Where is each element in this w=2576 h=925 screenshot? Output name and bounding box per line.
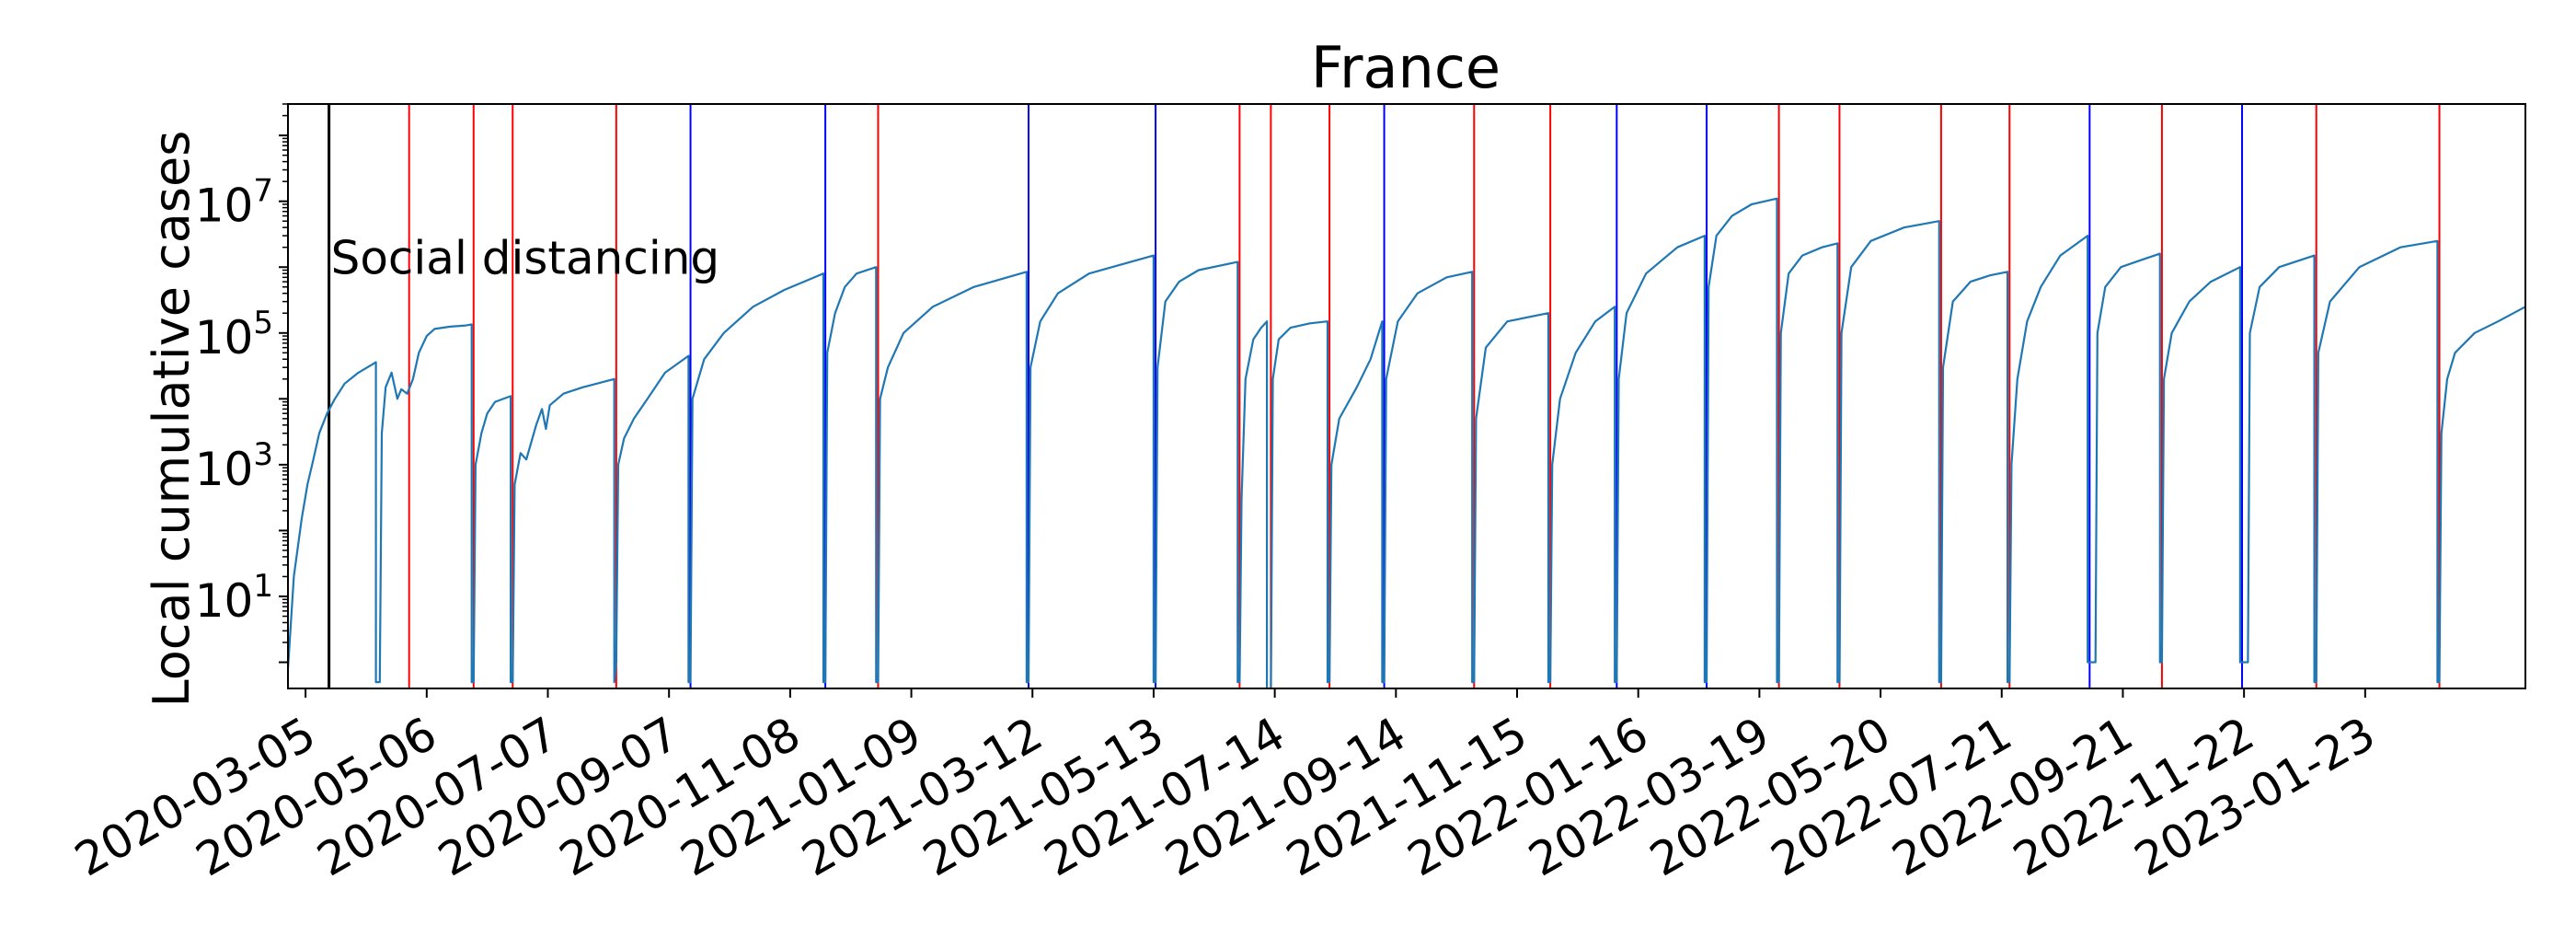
- y-tick-label-0: 101: [195, 568, 273, 628]
- plot-clipped-group: [288, 104, 2525, 688]
- chart-title: France: [1311, 34, 1501, 101]
- plot-frame: [287, 103, 2526, 689]
- plot-area: Social distancing1011031051072020-03-052…: [66, 103, 2526, 887]
- series-line-0: [288, 197, 2525, 688]
- y-axis-label: Local cumulative cases: [143, 131, 201, 708]
- y-tick-label-1: 103: [195, 436, 273, 496]
- y-tick-label-2: 105: [195, 305, 273, 364]
- annotation-0: Social distancing: [331, 232, 720, 285]
- y-tick-label-3: 107: [195, 173, 273, 233]
